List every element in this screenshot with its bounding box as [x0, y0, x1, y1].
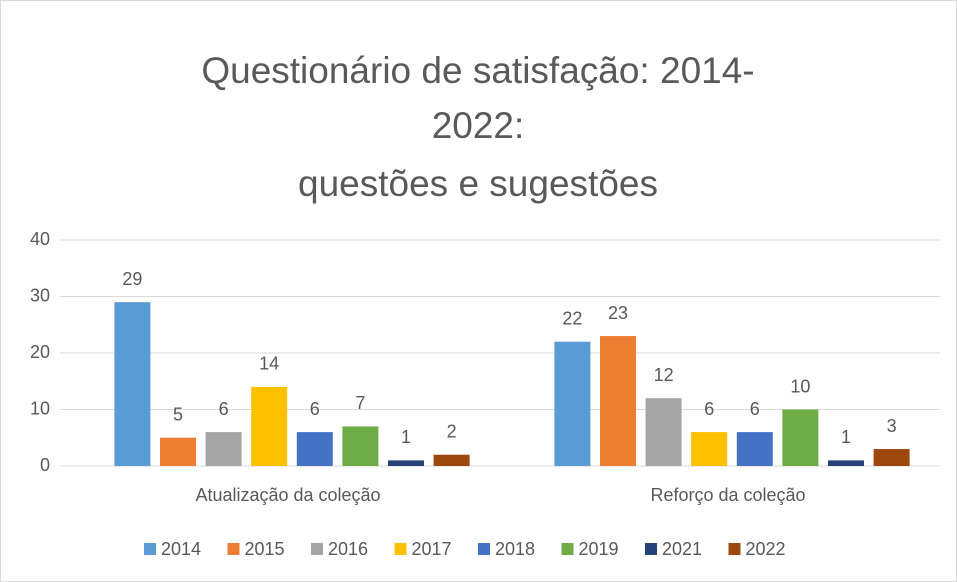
bar	[828, 460, 864, 466]
y-tick-label: 0	[40, 455, 50, 475]
y-tick-label: 20	[30, 342, 50, 362]
data-label: 6	[750, 399, 760, 419]
legend-swatch	[561, 543, 574, 555]
bar	[205, 432, 242, 466]
bar	[691, 432, 728, 466]
legend-label: 2014	[161, 539, 201, 559]
data-label: 3	[887, 416, 897, 436]
data-label: 6	[219, 399, 229, 419]
data-label: 6	[704, 399, 714, 419]
x-tick-label: Reforço da coleção	[650, 485, 805, 505]
bar	[296, 432, 333, 466]
data-label: 1	[401, 427, 411, 447]
bar	[251, 386, 288, 466]
legend-swatch	[394, 543, 407, 555]
chart-title: Questionário de satisfação: 2014-	[201, 50, 754, 91]
chart-title: 2022:	[432, 105, 525, 146]
legend-swatch	[144, 543, 156, 555]
legend-label: 2017	[412, 539, 452, 559]
data-label: 5	[173, 405, 183, 425]
legend-swatch	[478, 543, 490, 555]
bar	[554, 341, 591, 466]
x-tick-label: Atualização da coleção	[195, 485, 380, 505]
bar	[388, 460, 424, 466]
legend-label: 2019	[579, 539, 619, 559]
data-label: 1	[841, 427, 851, 447]
legend-swatch	[311, 543, 323, 555]
data-label: 2	[447, 421, 457, 441]
data-label: 10	[790, 376, 810, 396]
y-tick-label: 40	[30, 229, 50, 249]
data-label: 29	[122, 269, 142, 289]
bar	[873, 449, 910, 466]
legend-swatch	[728, 543, 741, 555]
legend-label: 2022	[746, 539, 786, 559]
legend-label: 2016	[328, 539, 368, 559]
y-tick-label: 10	[30, 398, 50, 418]
data-label: 14	[259, 354, 279, 374]
legend-label: 2018	[495, 539, 535, 559]
legend-label: 2015	[245, 539, 285, 559]
legend-swatch	[645, 543, 657, 555]
data-label: 7	[355, 393, 365, 413]
bar	[342, 426, 379, 466]
data-label: 12	[654, 365, 674, 385]
bar	[160, 437, 196, 466]
bar	[782, 409, 819, 466]
data-label: 23	[608, 303, 628, 323]
y-tick-label: 30	[30, 285, 50, 305]
data-label: 6	[310, 399, 320, 419]
legend-label: 2021	[662, 539, 702, 559]
bar	[114, 302, 151, 466]
data-label: 22	[562, 308, 582, 328]
legend-swatch	[227, 543, 240, 555]
bar	[433, 454, 470, 466]
bar	[736, 432, 773, 466]
bar	[645, 398, 682, 466]
chart-title: questões e sugestões	[298, 163, 658, 204]
bar	[600, 336, 636, 466]
